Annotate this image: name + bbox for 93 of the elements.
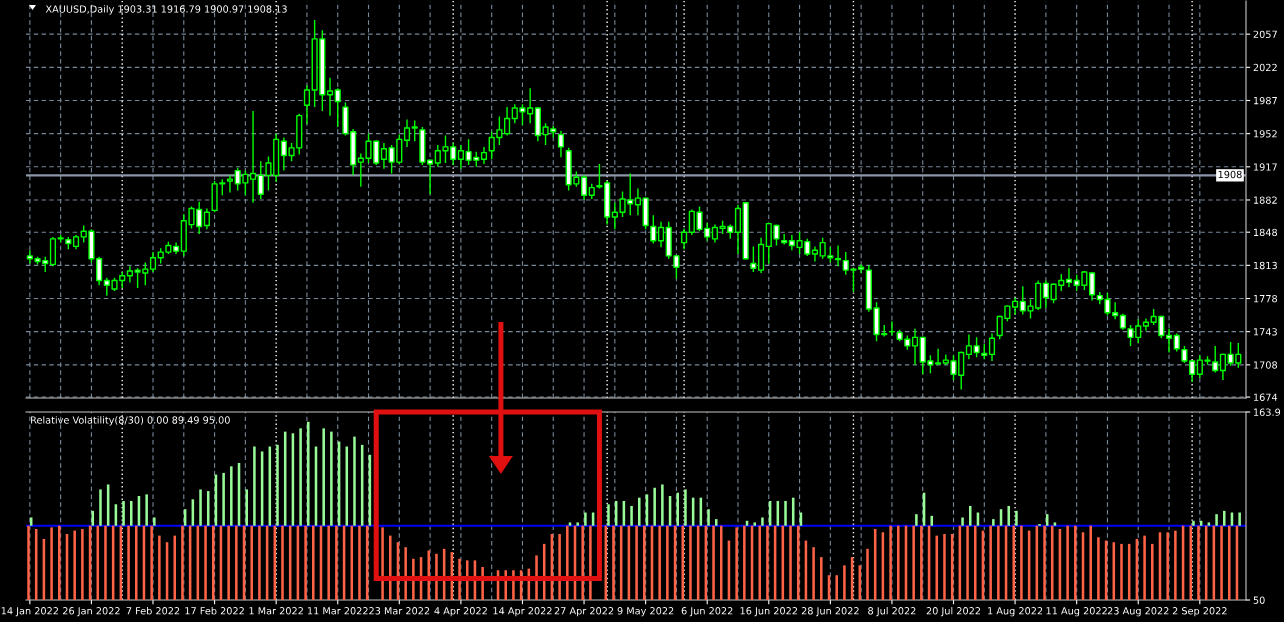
y-tick-label: 1813 <box>1254 261 1277 270</box>
candlestick <box>988 332 996 362</box>
x-tick-label: 6 Jun 2022 <box>681 607 733 617</box>
x-tick-label: 14 Jan 2022 <box>1 607 59 617</box>
candlestick <box>411 119 418 142</box>
candlestick <box>203 207 210 231</box>
candlestick <box>681 227 688 250</box>
candlestick <box>711 223 718 244</box>
y-tick-label: 50 <box>1253 596 1265 604</box>
y-tick-label: 1882 <box>1254 196 1277 204</box>
y-tick-label: 1708 <box>1254 361 1278 369</box>
candlestick <box>911 328 919 366</box>
x-tick-label: 4 Apr 2022 <box>434 607 487 617</box>
candlestick <box>72 234 80 250</box>
candlestick <box>303 84 311 125</box>
candlestick <box>981 343 988 360</box>
candlestick <box>457 144 464 170</box>
candlestick <box>888 320 896 337</box>
y-tick-label: 1743 <box>1254 328 1277 336</box>
candlestick <box>380 142 387 170</box>
x-tick-label: 17 Feb 2022 <box>185 606 244 615</box>
ref-line-label: 1908 <box>1218 170 1242 179</box>
candlestick <box>357 152 364 188</box>
chart-title: Relative Volatility(8/30) 0.00 89.49 95.00 <box>31 416 230 426</box>
candlestick <box>781 233 788 246</box>
x-tick-label: 23 Mar 2022 <box>369 607 430 615</box>
candlestick <box>403 118 411 148</box>
x-tick-label: 11 Aug 2022 <box>1046 607 1107 617</box>
candlestick <box>226 174 234 194</box>
candlestick <box>935 348 942 366</box>
candlestick <box>419 126 426 166</box>
x-tick-label: 11 Mar 2022 <box>307 607 368 615</box>
candlestick <box>634 187 642 216</box>
candlestick <box>557 130 565 159</box>
x-tick-label: 1 Mar 2022 <box>249 607 303 615</box>
candlestick <box>965 333 972 360</box>
y-tick-label: 2022 <box>1253 63 1277 72</box>
candlestick <box>1119 312 1126 331</box>
candlestick <box>1219 352 1226 381</box>
candlestick <box>750 245 757 273</box>
candlestick <box>65 236 72 250</box>
candlestick <box>1012 296 1019 316</box>
candlestick <box>427 158 434 195</box>
y-tick-label: 1952 <box>1254 130 1277 138</box>
y-tick-label: 2057 <box>1253 30 1277 38</box>
candlestick <box>650 214 657 245</box>
candlestick <box>1142 317 1150 332</box>
x-tick-label: 26 Jan 2022 <box>63 607 120 617</box>
candlestick <box>326 77 334 117</box>
candlestick <box>334 87 341 128</box>
candlestick <box>1165 328 1173 354</box>
x-tick-label: 27 Apr 2022 <box>554 607 614 617</box>
candlestick <box>611 202 618 231</box>
candlestick <box>734 204 742 255</box>
y-tick-label: 1917 <box>1254 163 1277 171</box>
candlestick <box>249 110 257 204</box>
y-tick-label: 1848 <box>1254 228 1278 237</box>
x-tick-label: 1 Aug 2022 <box>988 607 1043 617</box>
candlestick <box>49 236 57 267</box>
candlestick <box>1173 332 1180 353</box>
x-tick-label: 16 Jun 2022 <box>740 607 798 617</box>
candlestick <box>742 202 749 261</box>
candlestick <box>580 174 588 201</box>
candlestick <box>642 196 649 231</box>
x-tick-label: 20 Jul 2022 <box>926 606 981 617</box>
candlestick <box>1065 267 1073 288</box>
candlestick <box>480 146 488 165</box>
candlestick <box>26 249 33 265</box>
x-tick-label: 2 Sep 2022 <box>1172 607 1227 617</box>
x-tick-label: 28 Jun 2022 <box>801 607 859 617</box>
candlestick <box>657 221 665 249</box>
candlestick <box>57 234 64 244</box>
candlestick <box>173 241 180 255</box>
x-tick-label: 23 Aug 2022 <box>1107 607 1169 617</box>
y-tick-label: 163.9 <box>1254 408 1281 416</box>
candlestick <box>1088 271 1096 302</box>
candlestick <box>503 106 511 137</box>
candlestick <box>149 251 157 273</box>
chart-title: XAUUSD,Daily 1903.31 1916.79 1900.97 1908.13 <box>45 5 287 15</box>
candlestick <box>126 265 133 284</box>
y-tick-label: 1674 <box>1254 393 1278 401</box>
candlestick <box>588 183 595 200</box>
candlestick <box>1212 345 1219 374</box>
y-tick-label: 1987 <box>1254 96 1277 105</box>
x-tick-label: 8 Jul 2022 <box>868 606 916 617</box>
x-tick-label: 14 Apr 2022 <box>493 607 552 617</box>
candlestick <box>973 336 980 358</box>
x-tick-label: 9 May 2022 <box>617 607 674 617</box>
candlestick <box>834 244 842 267</box>
y-tick-label: 1778 <box>1254 294 1278 303</box>
x-tick-label: 7 Feb 2022 <box>126 606 180 615</box>
candlestick <box>757 237 765 274</box>
candlestick <box>811 245 819 263</box>
